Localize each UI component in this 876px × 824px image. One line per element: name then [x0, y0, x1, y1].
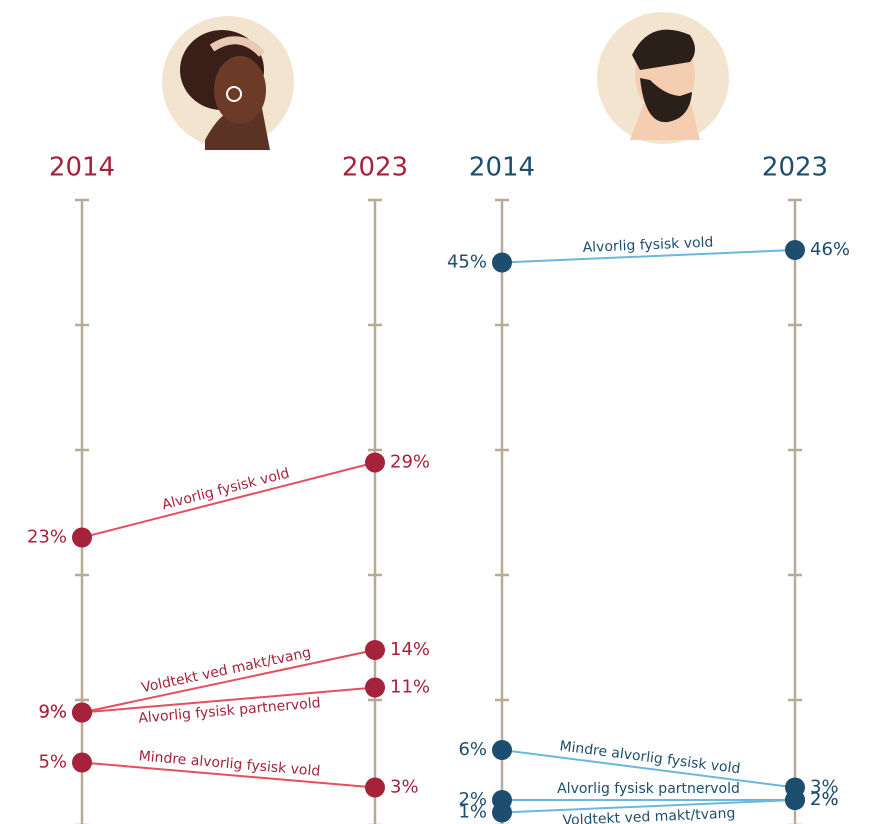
- value-label: 14%: [390, 639, 430, 660]
- dot: [365, 640, 385, 660]
- dot: [72, 528, 92, 548]
- column-header: 2023: [762, 153, 828, 183]
- value-label: 45%: [447, 252, 487, 273]
- value-label: 5%: [38, 752, 67, 773]
- avatar-man: [597, 12, 729, 144]
- value-label: 3%: [390, 777, 419, 798]
- dot: [785, 790, 805, 810]
- dot: [785, 240, 805, 260]
- avatar-woman: [162, 16, 294, 150]
- series-label: Voldtekt ved makt/tvang: [140, 645, 312, 697]
- series-label: Alvorlig fysisk vold: [582, 234, 713, 256]
- slope-line: [82, 463, 375, 538]
- value-label: 6%: [458, 739, 487, 760]
- value-label: 9%: [38, 702, 67, 723]
- dot: [365, 678, 385, 698]
- column-header: 2014: [469, 153, 535, 183]
- value-label: 23%: [27, 527, 67, 548]
- dot: [492, 253, 512, 273]
- dot: [365, 453, 385, 473]
- dot: [492, 803, 512, 823]
- series-label: Alvorlig fysisk partnervold: [557, 781, 740, 797]
- series-label: Mindre alvorlig fysisk vold: [559, 738, 742, 777]
- dot: [72, 753, 92, 773]
- value-label: 46%: [810, 239, 850, 260]
- value-label: 1%: [458, 802, 487, 823]
- value-label: 29%: [390, 452, 430, 473]
- column-header: 2014: [49, 153, 115, 183]
- dot: [72, 703, 92, 723]
- dot: [492, 740, 512, 760]
- value-label: 2%: [810, 789, 839, 810]
- chart: 2014 2023 Alvorlig fysisk vold Voldtekt ved…: [0, 0, 876, 824]
- dot: [365, 778, 385, 798]
- column-header: 2023: [342, 153, 408, 183]
- value-label: 11%: [390, 677, 430, 698]
